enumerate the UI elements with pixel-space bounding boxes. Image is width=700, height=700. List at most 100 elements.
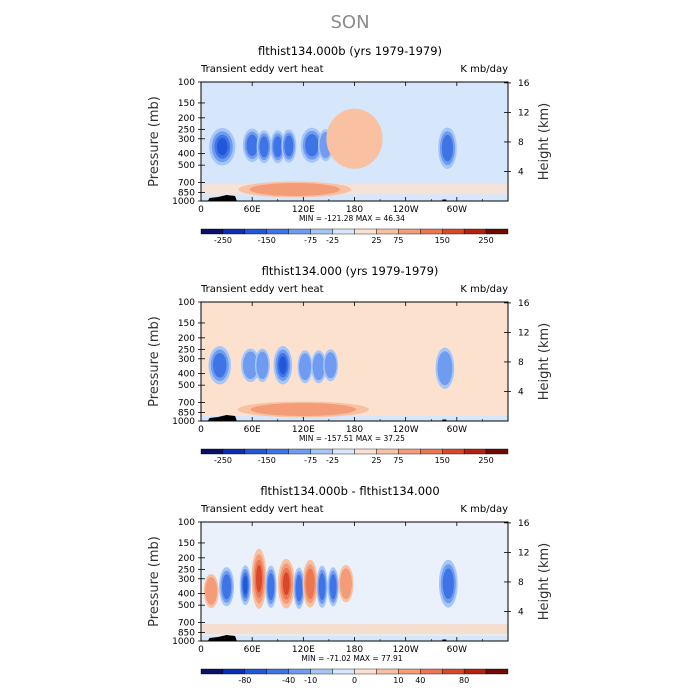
colorbar-box [266,668,289,675]
boundary-layer-band [201,624,508,635]
colorbar-box [288,668,311,675]
x-tick-label: 120E [292,425,315,435]
y-tick-label: 1000 [172,637,195,647]
y-axis-right-label: Height (km) [537,323,552,400]
colorbar-box [376,448,399,455]
contour-cell [284,135,294,157]
colorbar-box [222,448,246,455]
y-tick-label: 100 [178,298,195,308]
height-tick-label: 4 [518,387,524,397]
y-tick-label: 500 [178,601,195,611]
x-tick-label: 180 [346,645,363,655]
colorbar-box [222,668,246,675]
contour-cell [243,576,248,595]
contour-cell [295,574,303,602]
x-tick-label: 60W [447,425,467,435]
x-tick-label: 120E [292,205,315,215]
y-axis-right-label: Height (km) [537,543,552,620]
x-tick-label: 0 [198,425,204,435]
colorbar-label: 150 [435,456,450,465]
contour-cell [256,351,269,380]
colorbar-label: -150 [258,236,276,245]
contour-cell [437,351,453,386]
x-tick-label: 60E [244,425,261,435]
contour-cell [273,136,283,158]
right-label: K mb/day [460,64,508,75]
colorbar-box [442,448,465,455]
left-label: Transient eddy vert heat [200,504,324,515]
colorbar-box [354,228,377,235]
height-tick-label: 4 [518,167,524,177]
y-tick-label: 400 [178,370,195,380]
colorbar-label: 150 [435,236,450,245]
colorbar-label: 75 [393,456,403,465]
colorbar-label: 10 [393,676,403,685]
y-tick-label: 150 [178,99,195,109]
colorbar-box [332,448,355,455]
colorbar: -250 -150 -75 -25 25 75 150 250 [200,228,509,245]
height-tick-label: 8 [518,138,524,148]
height-tick-label: 16 [518,519,530,529]
y-tick-label: 150 [178,539,195,549]
colorbar-box [354,668,377,675]
colorbar-box [200,668,224,675]
colorbar-label: 25 [371,456,381,465]
colorbar-box [244,448,267,455]
colorbar-label: -40 [282,676,295,685]
colorbar-label: -75 [304,236,317,245]
y-tick-label: 250 [178,345,195,355]
colorbar-label: -250 [214,236,232,245]
y-axis-label: Pressure (mb) [147,536,162,627]
contour-cell [222,574,232,600]
colorbar-label: -80 [238,676,251,685]
y-tick-label: 700 [178,619,195,629]
x-tick-label: 60E [244,205,261,215]
y-tick-label: 150 [178,319,195,329]
panel-2: flthist134.000 (yrs 1979-1979) Transient … [147,264,552,465]
y-tick-label: 200 [178,114,195,124]
contour-cell [329,574,337,600]
x-tick-label: 0 [198,205,204,215]
height-tick-label: 12 [518,328,529,338]
plot-area [201,522,508,641]
y-tick-label: 250 [178,125,195,135]
contour-cell [282,572,290,596]
terrain-andes [442,419,447,421]
plot-area [201,82,508,201]
colorbar-box [332,228,355,235]
x-tick-label: 180 [346,425,363,435]
y-tick-label: 1000 [172,197,195,207]
x-tick-label: 0 [198,645,204,655]
contour-cell [213,352,227,378]
y-tick-label: 200 [178,334,195,344]
colorbar-box [376,228,399,235]
panel-title: flthist134.000b - flthist134.000 [260,484,439,498]
y-tick-label: 300 [178,355,195,365]
y-tick-label: 850 [178,629,195,639]
height-tick-label: 12 [518,108,529,118]
left-label: Transient eddy vert heat [200,64,324,75]
colorbar-box [288,448,311,455]
colorbar-box [244,228,267,235]
colorbar-box [463,448,487,455]
contour-cell [442,568,454,600]
contour-cell [246,134,258,156]
colorbar-box [266,448,289,455]
colorbar-box [442,668,465,675]
colorbar-box [310,228,333,235]
season-title: SON [330,12,369,33]
height-tick-label: 16 [518,299,530,309]
y-tick-label: 100 [178,78,195,88]
panel-title: flthist134.000b (yrs 1979-1979) [258,44,442,58]
height-tick-label: 8 [518,578,524,588]
contour-cell [279,356,287,375]
contour-cell [326,108,383,169]
colorbar-label: 40 [415,676,425,685]
y-tick-label: 300 [178,575,195,585]
colorbar-label: -25 [326,236,339,245]
contour-cell [305,568,315,600]
colorbar-label: -150 [258,456,276,465]
colorbar: -250 -150 -75 -25 25 75 150 250 [200,448,509,465]
colorbar-box [485,448,509,455]
colorbar-box [398,668,421,675]
